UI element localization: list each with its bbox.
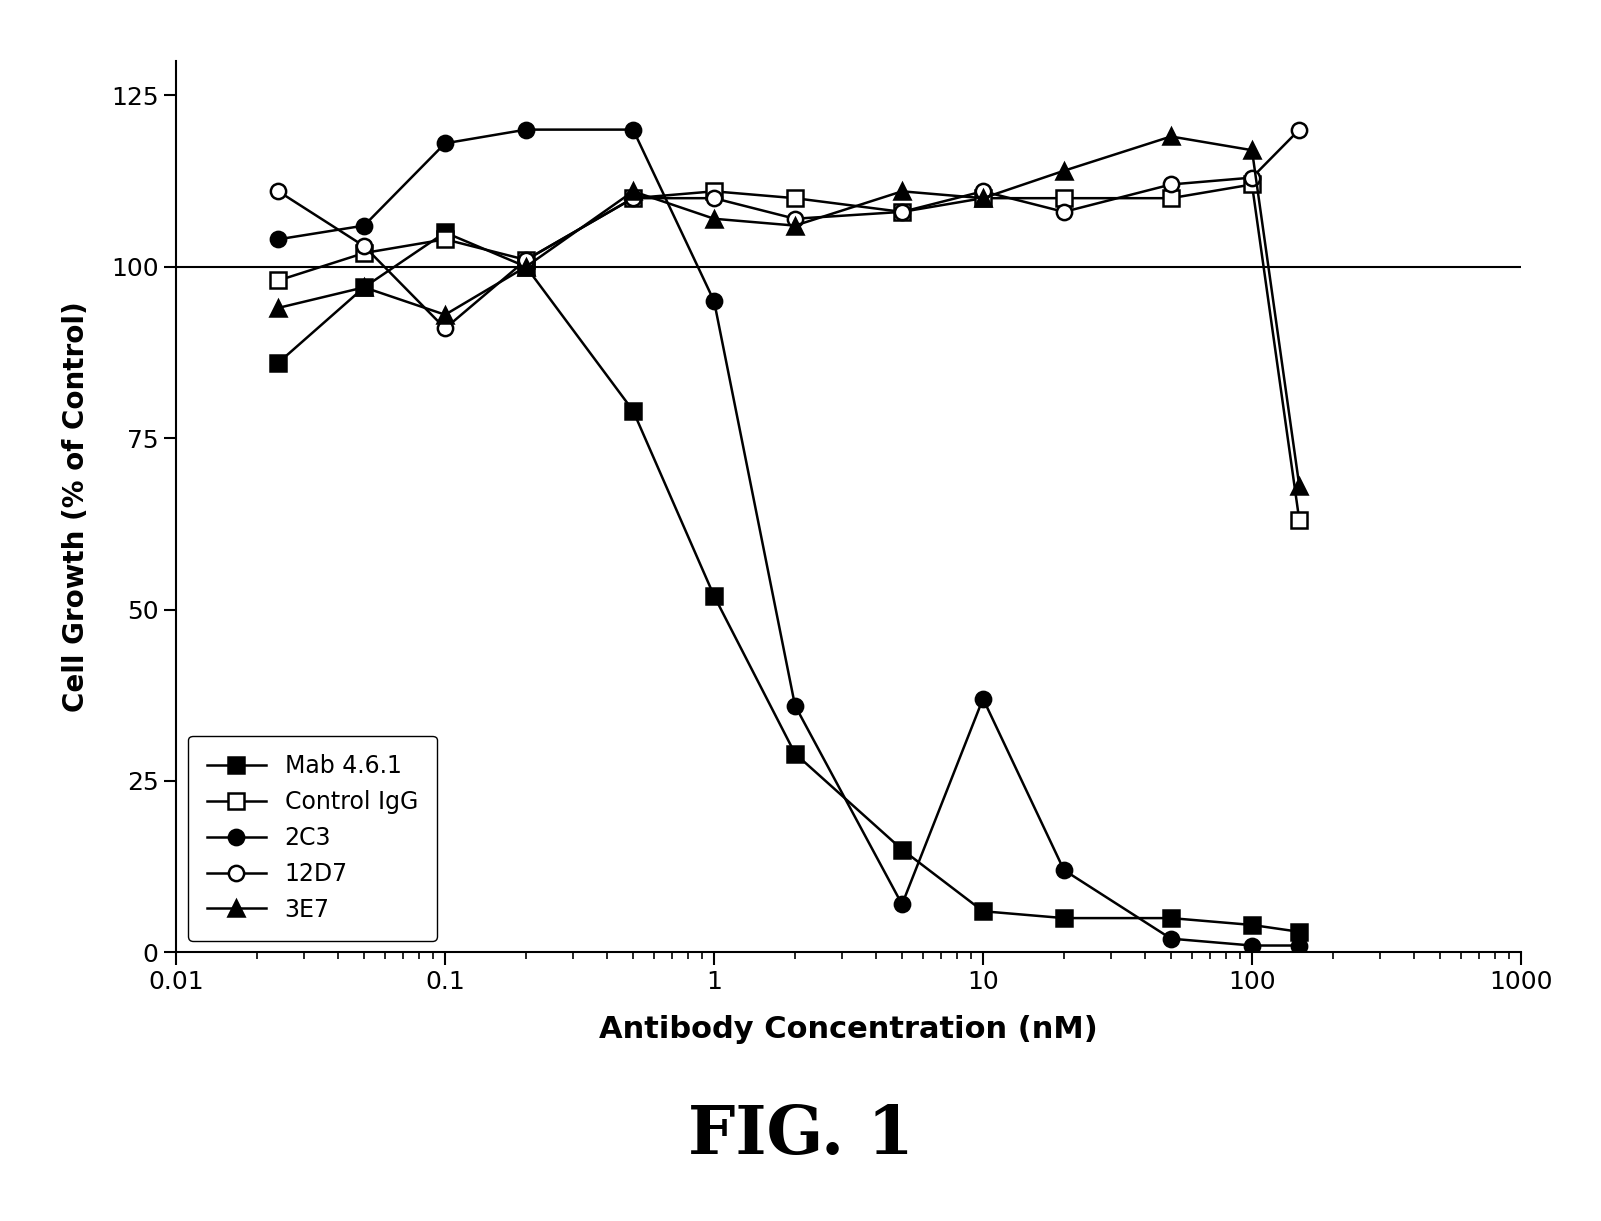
3E7 [786,219,805,233]
Control IgG [1290,513,1310,527]
3E7 [517,259,536,274]
12D7 [1055,205,1074,220]
2C3 [623,122,642,137]
Control IgG [623,190,642,205]
2C3 [435,136,455,150]
3E7 [1290,479,1310,493]
2C3 [1161,932,1180,946]
Mab 4.6.1 [973,904,993,918]
2C3 [973,691,993,706]
Mab 4.6.1 [435,225,455,239]
Control IgG [892,205,911,220]
3E7 [1161,129,1180,144]
Mab 4.6.1 [1242,918,1262,933]
Y-axis label: Cell Growth (% of Control): Cell Growth (% of Control) [62,302,90,712]
Text: FIG. 1: FIG. 1 [687,1103,914,1168]
12D7 [1161,177,1180,192]
Mab 4.6.1 [786,746,805,761]
Mab 4.6.1 [1055,911,1074,926]
3E7 [623,184,642,199]
3E7 [354,280,373,294]
Control IgG [1055,190,1074,205]
3E7 [704,211,724,226]
Control IgG [1242,177,1262,192]
Mab 4.6.1 [704,589,724,603]
Legend: Mab 4.6.1, Control IgG, 2C3, 12D7, 3E7: Mab 4.6.1, Control IgG, 2C3, 12D7, 3E7 [187,735,437,940]
12D7 [892,205,911,220]
Mab 4.6.1 [1161,911,1180,926]
12D7 [1290,122,1310,137]
3E7 [269,300,288,315]
Line: Mab 4.6.1: Mab 4.6.1 [271,225,1306,939]
2C3 [354,219,373,233]
Mab 4.6.1 [892,842,911,857]
Mab 4.6.1 [1290,924,1310,939]
2C3 [517,122,536,137]
Line: 2C3: 2C3 [271,122,1306,954]
Line: Control IgG: Control IgG [271,177,1306,527]
Mab 4.6.1 [517,259,536,274]
12D7 [517,253,536,267]
Control IgG [973,190,993,205]
12D7 [1242,170,1262,184]
2C3 [892,897,911,912]
Mab 4.6.1 [269,355,288,370]
Control IgG [435,232,455,247]
2C3 [269,232,288,247]
Control IgG [354,245,373,260]
12D7 [623,190,642,205]
Mab 4.6.1 [354,280,373,294]
3E7 [1242,143,1262,158]
X-axis label: Antibody Concentration (nM): Antibody Concentration (nM) [599,1015,1098,1044]
Control IgG [704,184,724,199]
12D7 [269,184,288,199]
2C3 [786,698,805,713]
Control IgG [517,253,536,267]
12D7 [435,321,455,336]
Control IgG [786,190,805,205]
3E7 [892,184,911,199]
Mab 4.6.1 [623,403,642,418]
Control IgG [269,274,288,288]
2C3 [704,294,724,309]
3E7 [973,190,993,205]
2C3 [1290,938,1310,952]
3E7 [435,308,455,322]
12D7 [973,184,993,199]
Line: 12D7: 12D7 [271,122,1306,336]
12D7 [786,211,805,226]
Control IgG [1161,190,1180,205]
Line: 3E7: 3E7 [271,129,1306,493]
2C3 [1055,863,1074,878]
3E7 [1055,164,1074,178]
12D7 [354,239,373,254]
12D7 [704,190,724,205]
2C3 [1242,938,1262,952]
